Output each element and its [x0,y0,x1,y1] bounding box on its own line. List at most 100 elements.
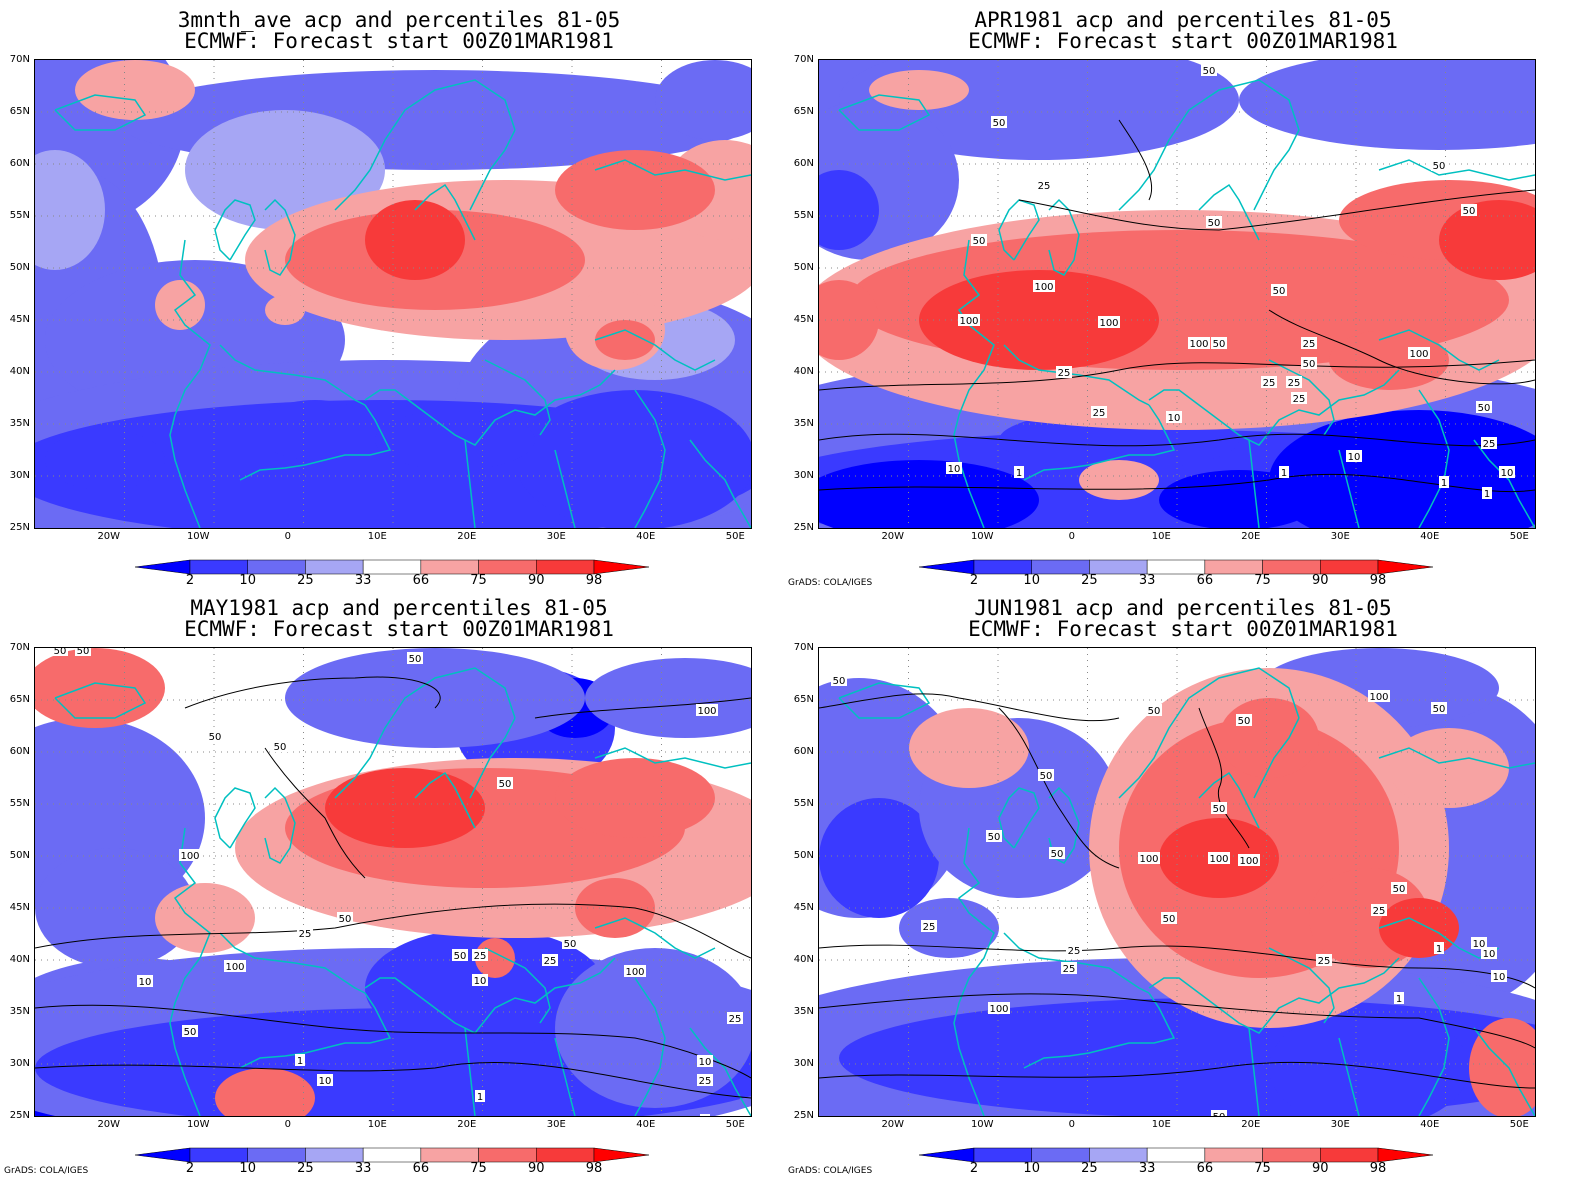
contour-label-bg [1286,376,1302,388]
colorbar-label: 33 [354,573,372,588]
grads-credit: GrADS: COLA/IGES [788,1166,873,1176]
contour-label-bg [831,674,847,686]
contour-label-text: 25 [923,922,936,933]
contour-label: 25 [1056,366,1072,379]
longitude-label: 30E [546,1119,566,1130]
contour-label-text: 50 [993,118,1006,129]
coastline [1198,771,1260,829]
contour-label-bg [295,1054,305,1066]
longitude-label: 50E [725,1119,745,1130]
contour-label: 100 [1138,852,1160,865]
longitude-label: 40E [1420,1119,1440,1130]
colorbar-high-arrow [1377,559,1434,575]
percentile-shading [819,280,879,360]
latitude-label: 50N [793,262,814,273]
map-plot: 50 50 50 50 50 50 100 100 50 100 25 25 50 25 10 50 10 25 1… [34,647,752,1117]
contour-label: 100 [988,1002,1010,1015]
contour-label: 25 [1301,337,1317,350]
colorbar-label: 10 [1023,573,1040,588]
coastline [1198,183,1260,241]
longitude-label: 50E [1509,1119,1529,1130]
coastline [214,199,256,261]
contour-line [819,359,1535,391]
contour-label-text: 100 [1099,318,1118,329]
latitude-label: 25N [793,522,814,533]
longitude-label: 30E [546,531,566,542]
contour-line [1198,707,1250,849]
contour-label-text: 10 [1168,413,1181,424]
colorbar-label: 33 [1138,1161,1156,1176]
latitude-label: 50N [793,850,814,861]
contour-label-bg [1033,280,1055,292]
coastline [1248,439,1260,528]
longitude-label: 20W [881,1119,905,1130]
contour-label-bg [1014,466,1024,478]
contour-label-bg [75,648,91,656]
percentile-shading [595,320,655,360]
contour-line [534,697,751,719]
contour-label-text: 25 [1303,339,1316,350]
contour-label-text: 10 [1473,939,1486,950]
colorbar-segment [1262,1147,1321,1163]
colorbar-segment [478,1147,537,1163]
coastline [594,747,751,769]
percentile-shading [255,400,375,460]
coastline [239,404,392,481]
contour-label-bg [1166,411,1182,423]
colorbar-label: 98 [1369,1161,1387,1176]
contour-label: 25 [1371,904,1387,917]
contour-label-text: 100 [959,316,978,327]
contour-label-bg [1261,376,1277,388]
contour-label: 50 [831,674,847,687]
contour-label-bg [1476,401,1492,413]
colorbar-segment [189,559,248,575]
contour-label-text: 50 [1238,716,1251,727]
contour-line [819,993,1535,1049]
contour-line [998,707,1120,869]
coastline [54,94,147,131]
contour-label-text: 25 [1318,956,1331,967]
contour-line [35,1004,751,1079]
contour-label: 10 [1471,937,1487,950]
percentile-shading [265,295,305,325]
longitude-label: 20E [1241,531,1261,542]
contour-label-text: 50 [1040,771,1053,782]
latitude-label: 45N [9,902,30,913]
contour-label-bg [727,1012,743,1024]
coastline [1253,717,1300,799]
longitude-label: 30E [1330,1119,1350,1130]
contour-label: 25 [1261,376,1277,389]
colorbar-segment [189,1147,248,1163]
contour-label-bg [1461,204,1477,216]
contour-label-bg [1206,216,1222,228]
colorbar-segment [973,559,1032,575]
contour-label: 25 [727,1012,743,1025]
contour-label: 100 [1208,852,1230,865]
contour-label: 25 [697,1074,713,1087]
percentile-shading [1079,460,1159,500]
colorbar-label: 66 [1196,573,1214,588]
coastline [364,957,616,1034]
contour-label-text: 25 [1058,368,1071,379]
longitude-label: 30E [1330,531,1350,542]
contour-label-bg [1066,944,1082,956]
colorbar-segment [1031,559,1090,575]
contour-label-text: 50 [339,914,352,925]
contour-label-text: 1 [1281,468,1287,479]
contour-label-text: 100 [1239,856,1258,867]
colorbar-segment [536,559,595,575]
panel-title-line2: ECMWF: Forecast start 00Z01MAR1981 [184,29,614,53]
contour-label-bg [179,849,201,861]
coastline [1473,1027,1535,1116]
contour-label: 100 [1033,280,1055,293]
contour-label-bg [475,1090,485,1102]
colorbar-label: 90 [1312,573,1329,588]
contour-label: 50 [1236,714,1252,727]
longitude-label: 10E [367,531,387,542]
contour-label-bg [297,927,313,939]
contour-label: 50 [75,648,91,657]
contour-label-text: 10 [699,1057,712,1068]
colorbar-low-arrow [918,1147,975,1163]
coastline [414,771,476,829]
contour-label: 50 [1201,64,1217,77]
